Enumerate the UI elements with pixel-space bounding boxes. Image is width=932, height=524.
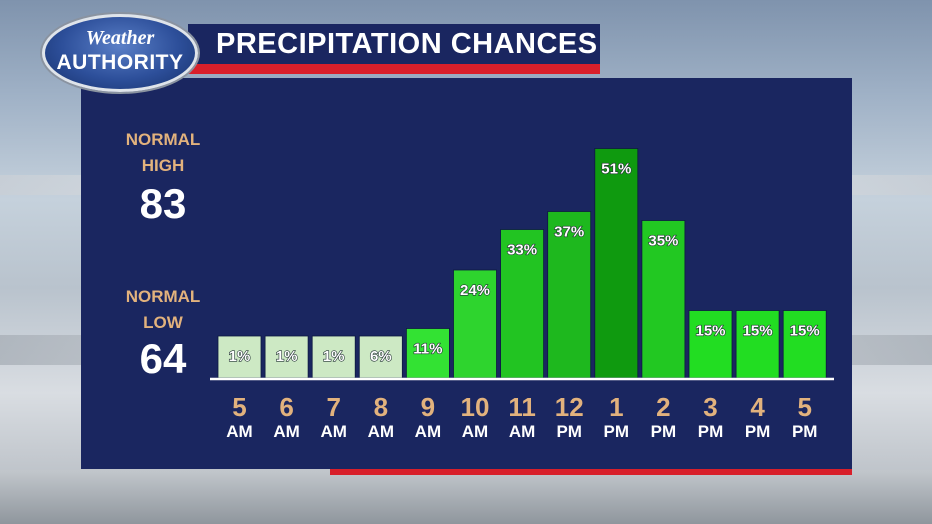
logo-line-2: AUTHORITY	[56, 51, 184, 74]
x-tick-hour: 7	[326, 392, 340, 422]
x-tick-hour: 4	[750, 392, 765, 422]
bar-11-am	[500, 229, 545, 379]
x-tick-ampm: AM	[368, 422, 394, 441]
bar-3-pm	[688, 310, 733, 379]
x-tick-ampm: PM	[651, 422, 677, 441]
panel-accent-stripe	[330, 469, 852, 475]
x-tick-ampm: PM	[698, 422, 724, 441]
x-tick-hour: 5	[232, 392, 246, 422]
bar-value-label: 15%	[695, 323, 725, 340]
x-tick-hour: 6	[279, 392, 293, 422]
x-tick-ampm: AM	[320, 422, 346, 441]
bar-value-label: 35%	[648, 233, 678, 250]
bar-value-label: 1%	[323, 348, 345, 365]
bar-value-label: 24%	[460, 282, 490, 299]
bar-value-label: 15%	[790, 323, 820, 340]
bar-5-pm	[782, 310, 827, 379]
x-tick-ampm: AM	[415, 422, 441, 441]
bar-8-am	[358, 335, 403, 379]
title-accent-stripe	[188, 64, 600, 74]
x-tick-hour: 1	[609, 392, 623, 422]
bar-value-label: 1%	[229, 348, 251, 365]
x-tick-ampm: PM	[604, 422, 630, 441]
x-tick-hour: 11	[508, 392, 536, 422]
bar-10-am	[453, 269, 497, 379]
weather-authority-logo: Weather AUTHORITY	[42, 14, 198, 92]
normal-low-label: NORMAL LOW	[103, 284, 223, 336]
x-tick-hour: 8	[374, 392, 388, 422]
x-tick-ampm: AM	[462, 422, 488, 441]
bar-value-label: 15%	[743, 323, 773, 340]
bar-4-pm	[735, 310, 780, 379]
normal-high-label: NORMAL HIGH	[103, 127, 223, 179]
bar-6-am	[264, 335, 309, 379]
normal-high-label-2: HIGH	[141, 156, 185, 175]
x-tick-ampm: AM	[273, 422, 299, 441]
bar-value-label: 11%	[413, 341, 442, 358]
bar-value-label: 6%	[370, 348, 392, 365]
x-tick-ampm: AM	[226, 422, 252, 441]
bar-value-label: 37%	[554, 224, 584, 241]
background-band	[0, 470, 932, 524]
normal-high-label-1: NORMAL	[125, 130, 201, 149]
normal-low-value: 64	[139, 335, 187, 382]
x-tick-ampm: PM	[556, 422, 582, 441]
logo-line-1: Weather	[85, 27, 155, 49]
normal-low-label-2: LOW	[143, 313, 183, 332]
x-tick-hour: 5	[797, 392, 811, 422]
x-tick-hour: 2	[656, 392, 670, 422]
page-title: PRECIPITATION CHANCES	[188, 24, 600, 64]
bar-value-label: 1%	[276, 348, 298, 365]
bar-value-label: 51%	[601, 161, 631, 178]
bar-5-am	[217, 335, 262, 379]
bar-9-am	[405, 328, 450, 379]
x-tick-hour: 10	[461, 392, 490, 422]
normal-high-value: 83	[139, 180, 187, 227]
x-tick-hour: 9	[421, 392, 435, 422]
bar-1-pm	[594, 148, 639, 379]
bar-12-pm	[547, 211, 592, 379]
bar-2-pm	[641, 220, 686, 379]
x-tick-hour: 12	[555, 392, 584, 422]
x-tick-hour: 3	[703, 392, 717, 422]
x-tick-ampm: PM	[745, 422, 771, 441]
normal-low-label-1: NORMAL	[125, 287, 201, 306]
x-tick-ampm: AM	[509, 422, 535, 441]
bar-value-label: 33%	[507, 242, 537, 259]
x-tick-ampm: PM	[792, 422, 818, 441]
